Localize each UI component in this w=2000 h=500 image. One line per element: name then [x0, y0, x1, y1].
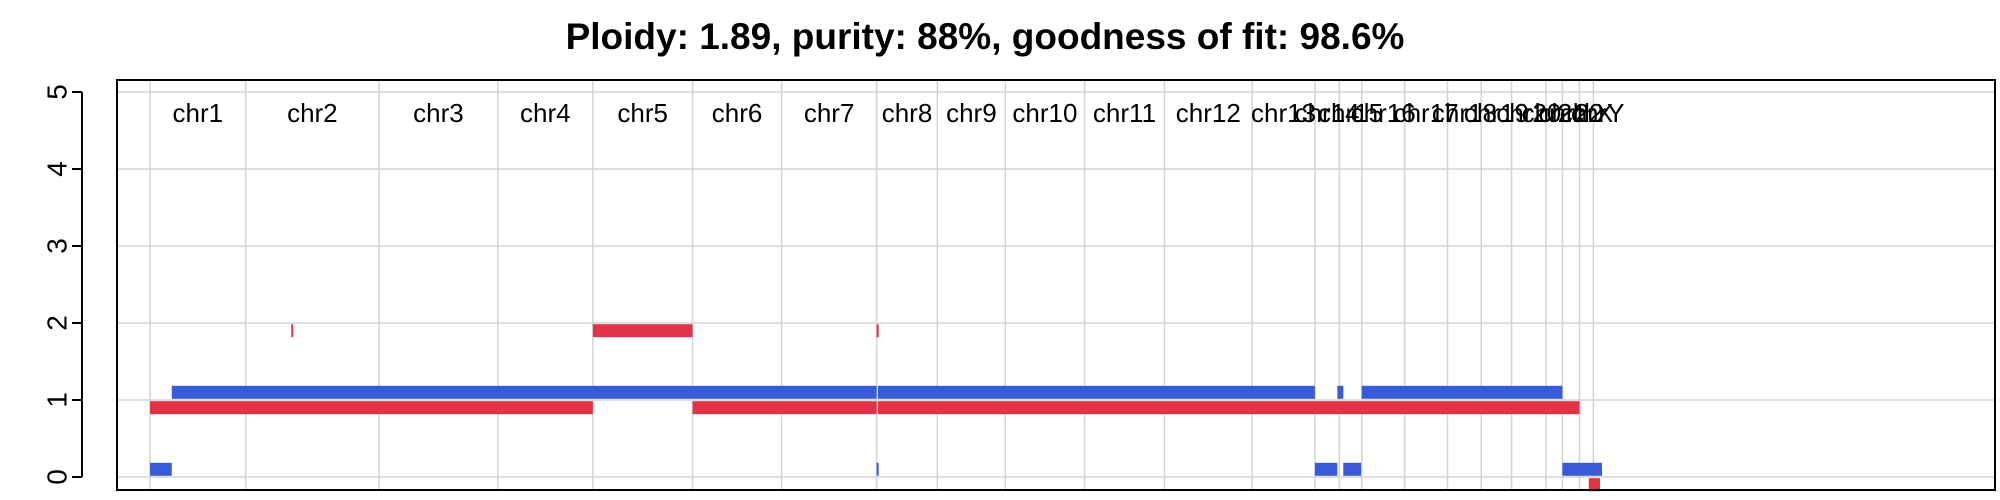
plot-frame: [116, 79, 1996, 491]
segment-series-1: [692, 385, 877, 399]
y-tick-label: 3: [42, 238, 73, 254]
segment-series-1: [171, 385, 693, 399]
chromosome-label: chr21: [1522, 98, 1587, 128]
segment-series-1: [1337, 385, 1344, 399]
chromosome-label: chr16: [1351, 98, 1416, 128]
chromosome-label: chr2: [287, 98, 338, 128]
y-tick-label: 5: [42, 84, 73, 100]
chromosome-label: chr5: [617, 98, 668, 128]
segment-series-1: [876, 462, 879, 476]
segment-series-2: [1588, 478, 1601, 492]
chromosome-label: chr15: [1318, 98, 1383, 128]
y-tick-label: 0: [42, 469, 73, 485]
segment-series-2: [877, 401, 1580, 415]
chromosome-label: chr8: [882, 98, 933, 128]
segment-series-2: [291, 324, 294, 338]
y-tick-label: 4: [42, 161, 73, 177]
grid-layer: [117, 80, 1995, 490]
chromosome-label: chrX: [1560, 98, 1613, 128]
chromosome-label: chr19: [1464, 98, 1529, 128]
chromosome-label: chr18: [1432, 98, 1497, 128]
chromosome-label: chr10: [1012, 98, 1077, 128]
chromosome-label: chr6: [712, 98, 763, 128]
chromosome-label: chr7: [804, 98, 855, 128]
chromosome-label: chr14: [1295, 98, 1360, 128]
chromosome-label: chr17: [1394, 98, 1459, 128]
chromosome-label: chr4: [520, 98, 571, 128]
segment-series-1: [1361, 385, 1563, 399]
segment-layer: [150, 324, 1602, 492]
segment-series-1: [877, 385, 1315, 399]
chart-title: Ploidy: 1.89, purity: 88%, goodness of f…: [565, 16, 1405, 57]
y-tick-label: 1: [42, 392, 73, 408]
chromosome-labels: chr1 chr2 chr3 chr4 chr5 chr6 chr7 chr8 chr9 chr1…: [173, 98, 1625, 128]
chromosome-label: chrY: [1571, 98, 1624, 128]
segment-series-1: [1343, 462, 1362, 476]
segment-series-1: [150, 462, 172, 476]
y-tick-label: 2: [42, 315, 73, 331]
chromosome-label: chr11: [1093, 98, 1156, 128]
segment-series-2: [876, 324, 879, 338]
y-axis: 0 1 2 3 4 5: [42, 84, 83, 485]
segment-series-2: [150, 401, 593, 415]
chromosome-label: chr3: [413, 98, 464, 128]
segment-series-2: [692, 401, 877, 415]
chromosome-label: chr20: [1496, 98, 1561, 128]
chromosome-label: chr12: [1176, 98, 1241, 128]
chromosome-label: chr13: [1251, 98, 1316, 128]
chromosome-label: chr9: [946, 98, 997, 128]
chromosome-label: chr22: [1538, 98, 1603, 128]
chromosome-label: chr1: [173, 98, 224, 128]
segment-series-1: [1314, 462, 1338, 476]
segment-series-1: [1562, 462, 1602, 476]
segment-series-2: [592, 324, 693, 338]
